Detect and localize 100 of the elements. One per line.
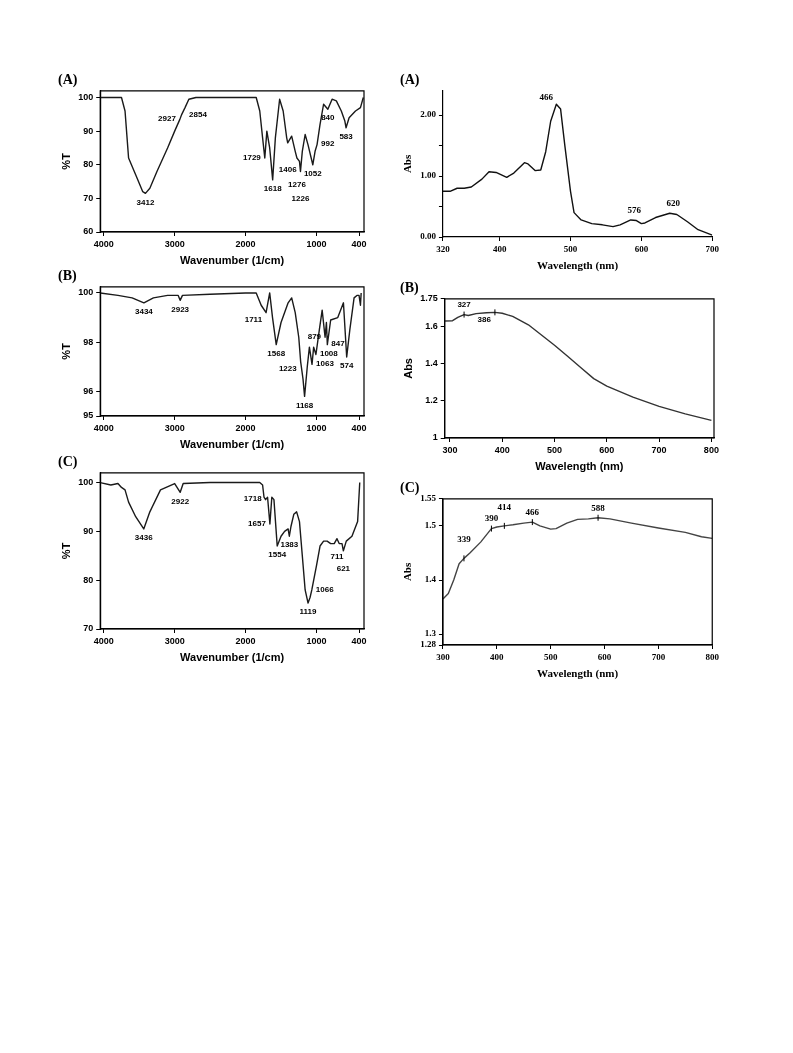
x-tick-label: 700 [651,444,667,455]
annotation: 1226 [291,193,310,203]
annotation: 576 [627,204,642,215]
x-tick-label: 700 [705,243,720,254]
y-tick-label: 90 [83,125,94,136]
x-axis-title: Wavenumber (1/cm) [180,438,285,451]
y-tick-label: 96 [83,385,94,396]
y-axis-title: Abs [401,154,414,174]
x-tick-label: 600 [634,243,649,254]
annotation: 466 [539,92,554,103]
annotation: 1119 [299,607,318,617]
x-tick-label: 4000 [93,422,114,433]
annotation: 2923 [171,304,190,314]
y-tick-label: 100 [78,92,94,103]
x-tick-label: 3000 [164,635,185,646]
x-tick-label: 700 [651,651,666,662]
y-tick-label: 1.2 [425,395,438,406]
y-tick-label: 70 [83,192,94,203]
x-tick-label: 400 [494,444,510,455]
y-tick-label: 1.28 [420,639,437,650]
y-tick-label: 60 [83,226,94,237]
y-axis-title: %T [59,542,72,560]
annotation: 2922 [171,496,190,506]
x-tick-label: 1000 [306,238,327,249]
x-tick-label: 400 [351,422,367,433]
y-tick-label: 1.55 [420,493,437,504]
annotation: 3412 [136,197,155,207]
y-tick-label: 1.5 [424,520,437,531]
y-tick-label: 90 [83,525,94,536]
annotation: 1657 [248,518,267,528]
annotation: 1223 [278,364,298,374]
annotation: 2927 [158,114,177,124]
chart-title: (A) [400,72,420,89]
annotation: 1052 [303,168,323,178]
y-tick-label: 1.3 [424,628,437,639]
x-tick-label: 400 [492,243,507,254]
x-tick-label: 3000 [164,238,185,249]
y-axis-title: %T [59,342,72,360]
y-tick-label: 80 [83,159,94,170]
x-tick-label: 600 [599,444,615,455]
annotation: 390 [484,513,499,524]
x-tick-label: 600 [597,651,612,662]
y-axis-title: Abs [401,562,414,582]
x-tick-label: 2000 [235,238,256,249]
x-tick-label: 400 [351,238,367,249]
x-tick-label: 800 [703,444,719,455]
x-tick-label: 300 [436,651,451,662]
annotation: 1568 [267,348,286,358]
y-tick-label: 100 [78,287,94,298]
y-tick-label: 100 [78,477,94,488]
y-tick-label: 0.00 [420,231,437,242]
annotation: 1066 [315,584,335,594]
y-tick-label: 1.00 [420,170,437,181]
annotation: 1729 [243,152,262,162]
annotation: 621 [336,564,351,574]
annotation: 339 [457,534,472,545]
x-tick-label: 3000 [164,422,185,433]
x-axis-title: Wavelength (nm) [535,460,624,473]
annotation: 386 [477,314,492,324]
x-tick-label: 500 [547,444,563,455]
chart-title: (B) [58,268,77,285]
annotation: 992 [321,139,335,149]
x-axis-title: Wavelength (nm) [537,259,619,273]
y-tick-label: 1.75 [420,293,438,304]
x-tick-label: 320 [436,243,451,254]
x-tick-label: 2000 [235,635,256,646]
annotation: 1718 [243,494,263,504]
y-tick-label: 1.4 [424,574,437,585]
y-tick-label: 1.4 [425,358,438,369]
annotation: 1168 [295,400,314,410]
x-tick-label: 500 [563,243,578,254]
chart-title: (B) [400,280,419,297]
annotation: 1063 [316,359,335,369]
y-axis-title: %T [59,152,72,170]
annotation: 3436 [134,533,154,543]
annotation: 620 [666,198,681,209]
y-tick-label: 95 [83,410,94,421]
x-tick-label: 1000 [306,635,327,646]
x-tick-label: 4000 [93,635,114,646]
annotation: 327 [457,299,472,309]
y-axis-title: Abs [401,358,414,379]
y-tick-label: 98 [83,336,94,347]
annotation: 1554 [268,550,287,560]
x-axis-title: Wavenumber (1/cm) [180,651,285,664]
x-axis-title: Wavelength (nm) [537,667,619,681]
annotation: 1406 [278,165,298,175]
chart-title: (C) [58,454,78,471]
y-tick-label: 1 [432,432,438,443]
annotation: 3434 [135,307,154,316]
x-tick-label: 4000 [93,238,114,249]
chart-title: (C) [400,480,420,497]
annotation: 588 [591,502,606,513]
annotation: 1618 [263,184,283,194]
annotation: 847 [331,339,346,349]
y-tick-label: 70 [83,623,94,634]
annotation: 583 [339,131,354,141]
annotation: 1008 [319,349,339,359]
x-tick-label: 400 [351,635,367,646]
x-axis-title: Wavenumber (1/cm) [180,254,285,267]
annotation: 2854 [189,109,208,119]
